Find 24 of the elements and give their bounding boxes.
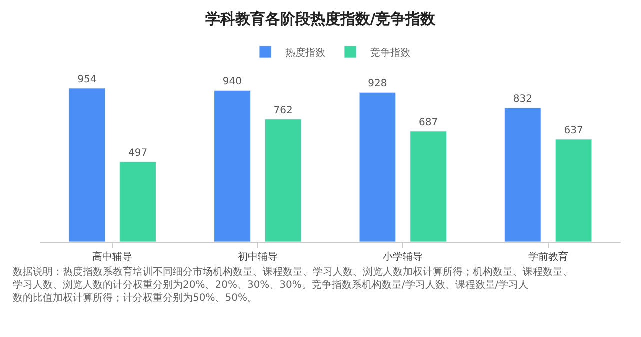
- x-tick-label: 小学辅导: [383, 251, 424, 263]
- bar: [410, 131, 447, 242]
- bar: [555, 139, 592, 242]
- bar: [359, 92, 396, 242]
- bar: [120, 162, 156, 242]
- data-label: 928: [368, 78, 388, 90]
- data-label: 940: [222, 76, 242, 88]
- legend-label: 热度指数: [286, 46, 326, 59]
- x-tick-label: 学前教育: [528, 251, 568, 263]
- x-tick-label: 初中辅导: [238, 251, 278, 263]
- data-label: 832: [513, 94, 532, 106]
- x-tick-label: 高中辅导: [92, 251, 133, 263]
- chart-title: 学科教育各阶段热度指数/竞争指数: [205, 10, 437, 28]
- data-label: 687: [419, 117, 438, 128]
- legend-label: 竞争指数: [370, 46, 410, 59]
- bar: [264, 119, 302, 242]
- data-label: 762: [274, 105, 293, 116]
- bar: [214, 90, 251, 242]
- text: 数据说明：热度指数系教育培训不同细分市场机构数量、课程数量、学习人数、浏览人数加权计算所得；机构数量、课程数量、学习人数、浏览人数的计分权重分别为20%、20%、30%、30%。竞争指数系机构数量/学习人数、课程数量/学习人数的比值加权计算所得；计分权重分别为50%、50%。: [13, 266, 573, 304]
- data-label: 637: [564, 125, 584, 136]
- data-label: 954: [78, 74, 97, 86]
- bar: [504, 108, 542, 242]
- bar: [68, 88, 106, 242]
- data-label: 497: [128, 148, 148, 159]
